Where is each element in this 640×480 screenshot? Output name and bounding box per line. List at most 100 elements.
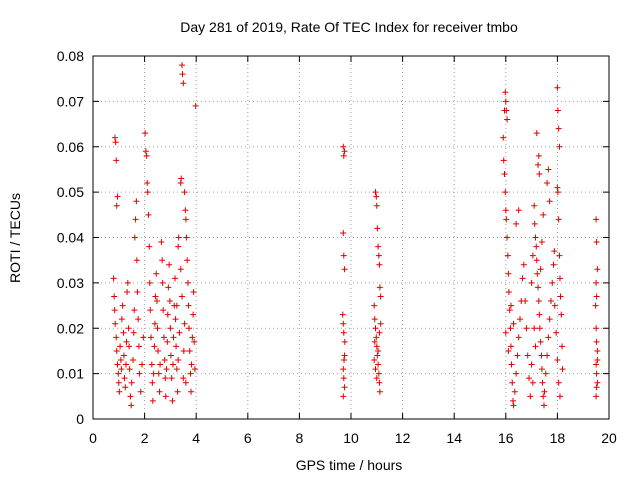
- data-point: [124, 279, 131, 286]
- data-point: [153, 270, 160, 277]
- data-point: [375, 370, 382, 377]
- data-point: [148, 334, 155, 341]
- x-tick-label: 6: [244, 430, 252, 446]
- y-tick-label: 0.04: [57, 230, 84, 246]
- data-point: [559, 366, 566, 373]
- data-point: [502, 89, 509, 96]
- data-point: [546, 316, 553, 323]
- y-tick-label: 0.03: [57, 275, 84, 291]
- data-point: [373, 334, 380, 341]
- data-point: [551, 302, 558, 309]
- data-point: [371, 357, 378, 364]
- data-point: [340, 393, 347, 400]
- data-point: [175, 243, 182, 250]
- data-point: [375, 347, 382, 354]
- data-point: [133, 198, 140, 205]
- data-point: [182, 216, 189, 223]
- data-point: [129, 357, 136, 364]
- data-point: [144, 189, 151, 196]
- data-point: [340, 329, 347, 336]
- data-point: [124, 288, 131, 295]
- data-point: [519, 275, 526, 282]
- data-point: [166, 298, 173, 305]
- data-point: [137, 388, 144, 395]
- data-point: [376, 329, 383, 336]
- data-point: [162, 375, 169, 382]
- data-point: [153, 298, 160, 305]
- data-point: [114, 361, 121, 368]
- data-point: [510, 397, 517, 404]
- data-point: [140, 334, 147, 341]
- data-point: [164, 338, 171, 345]
- data-point: [126, 343, 133, 350]
- data-point: [373, 343, 380, 350]
- data-point: [593, 384, 600, 391]
- data-point: [509, 379, 516, 386]
- data-point: [593, 325, 600, 332]
- data-point: [341, 352, 348, 359]
- data-point: [340, 366, 347, 373]
- data-point: [526, 375, 533, 382]
- data-point: [340, 229, 347, 236]
- data-point: [533, 243, 540, 250]
- y-axis: 0 0.01 0.02 0.03 0.04 0.05 0.06 0.07 0.08: [57, 48, 609, 427]
- data-point: [173, 343, 180, 350]
- data-point: [529, 252, 536, 259]
- data-point: [540, 211, 547, 218]
- data-point: [376, 388, 383, 395]
- data-point: [538, 352, 545, 359]
- data-point: [554, 84, 561, 91]
- data-point: [535, 161, 542, 168]
- data-point: [340, 252, 347, 259]
- data-point: [185, 325, 192, 332]
- data-point: [180, 375, 187, 382]
- data-point: [146, 243, 153, 250]
- data-point: [529, 379, 536, 386]
- data-point: [159, 257, 166, 264]
- data-point: [112, 139, 119, 146]
- data-point: [528, 361, 535, 368]
- data-point: [148, 361, 155, 368]
- data-point: [341, 266, 348, 273]
- data-point: [531, 325, 538, 332]
- data-point: [191, 338, 198, 345]
- data-point: [504, 234, 511, 241]
- data-point: [175, 357, 182, 364]
- data-point: [515, 334, 522, 341]
- data-point: [126, 366, 133, 373]
- data-point: [527, 393, 534, 400]
- y-tick-label: 0.08: [57, 48, 84, 64]
- data-point: [160, 307, 167, 314]
- data-point: [559, 343, 566, 350]
- data-point: [533, 257, 540, 264]
- data-point: [376, 284, 383, 291]
- data-point: [161, 357, 168, 364]
- data-point: [532, 343, 539, 350]
- data-point: [549, 279, 556, 286]
- data-point: [505, 270, 512, 277]
- x-tick-label: 4: [192, 430, 200, 446]
- data-point: [510, 402, 517, 409]
- data-point: [373, 202, 380, 209]
- data-point: [119, 302, 126, 309]
- data-point: [535, 152, 542, 159]
- data-point: [139, 361, 146, 368]
- data-points: [110, 62, 601, 409]
- data-point: [372, 366, 379, 373]
- data-point: [514, 352, 521, 359]
- data-point: [554, 184, 561, 191]
- data-point: [149, 379, 156, 386]
- data-point: [147, 307, 154, 314]
- y-tick-label: 0.01: [57, 366, 84, 382]
- data-point: [557, 293, 564, 300]
- x-tick-label: 18: [550, 430, 566, 446]
- data-point: [114, 193, 121, 200]
- data-point: [176, 329, 183, 336]
- data-point: [372, 325, 379, 332]
- grid-lines: [93, 56, 609, 419]
- data-point: [545, 334, 552, 341]
- y-axis-label: ROTI / TECUs: [7, 193, 23, 283]
- data-point: [376, 379, 383, 386]
- data-point: [371, 302, 378, 309]
- data-point: [158, 239, 165, 246]
